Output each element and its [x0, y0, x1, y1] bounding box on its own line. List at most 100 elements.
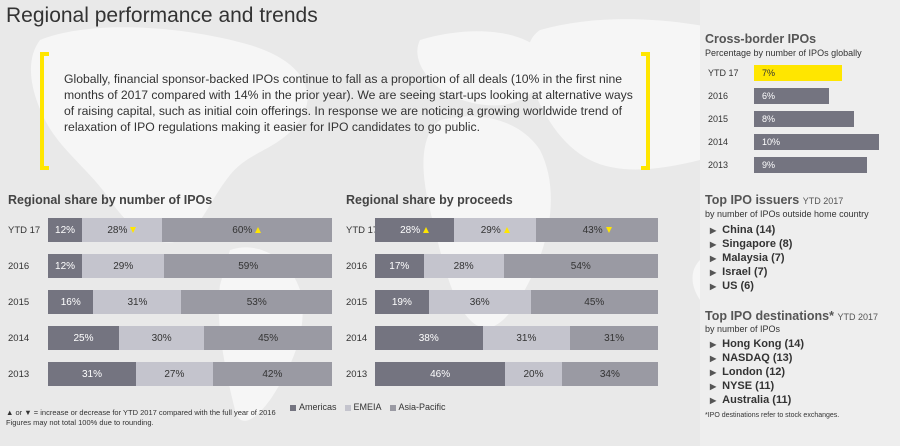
bar-segment-emeia-2016: 29% [82, 254, 165, 278]
top-destinations-list: Hong Kong (14) NASDAQ (13) London (12) N… [710, 337, 804, 407]
bar-row-ytd-17: 12% 28% 60% [48, 218, 332, 242]
bar-row-2013: 46% 20% 34% [375, 362, 658, 386]
data-label: 9% [762, 160, 776, 170]
legend-swatch-americas [290, 404, 296, 411]
bar-segment-emeia-2014: 31% [482, 326, 571, 350]
legend-label-emeia: EMEIA [353, 402, 382, 412]
bar-row-2013: 31% 27% 42% [48, 362, 332, 386]
data-label: 28% [400, 224, 421, 236]
bar-segment-emeia-2016: 28% [423, 254, 504, 278]
data-label: 8% [762, 114, 776, 124]
data-label: 46% [430, 368, 451, 380]
data-label: 17% [389, 260, 410, 272]
legend-swatch-asia-pacific [389, 404, 396, 411]
bar-segment-emeia-2015: 36% [428, 290, 531, 314]
bar-row-2014: 38% 31% 31% [375, 326, 658, 350]
bar-segment-americas-2016: 12% [48, 254, 83, 278]
top-destinations-title: Top IPO destinations* YTD 2017 [705, 309, 878, 323]
top-issuers-title-text: Top IPO issuers [705, 193, 800, 207]
cross-border-bar-2013: 9% [754, 157, 867, 173]
bar-segment-asia-pacific-2016: 54% [503, 254, 658, 278]
cross-border-category-2014: 2014 [708, 137, 729, 147]
bar-segment-asia-pacific-ytd-17: 43% [536, 218, 658, 242]
decrease-arrow-icon [605, 227, 612, 233]
bar-row-2014: 25% 30% 45% [48, 326, 332, 350]
bar-segment-americas-2015: 16% [48, 290, 94, 314]
data-label: 45% [584, 296, 605, 308]
chart-legend: Americas EMEIA Asia-Pacific [290, 402, 446, 412]
chart-title-proceeds: Regional share by proceeds [346, 193, 513, 207]
legend-label-asia-pacific: Asia-Pacific [398, 402, 446, 412]
data-label: 60% [232, 224, 253, 236]
decrease-arrow-icon [130, 227, 137, 233]
data-label: 29% [113, 260, 134, 272]
increase-arrow-icon [423, 227, 430, 233]
list-item: NYSE (11) [710, 379, 804, 393]
data-label: 16% [60, 296, 81, 308]
bar-segment-americas-ytd-17: 28% [375, 218, 455, 242]
increase-arrow-icon [503, 227, 510, 233]
list-item: China (14) [710, 223, 792, 237]
list-item: Singapore (8) [710, 237, 792, 251]
cross-border-subtitle: Percentage by number of IPOs globally [705, 48, 862, 58]
data-label: 42% [262, 368, 283, 380]
cross-border-bar-2014: 10% [754, 134, 880, 150]
category-label-2013: 2013 [346, 369, 368, 380]
bar-segment-americas-2013: 31% [48, 362, 137, 386]
bar-segment-asia-pacific-2015: 45% [530, 290, 658, 314]
legend-label-americas: Americas [299, 402, 337, 412]
footnote-rounding: Figures may not total 100% due to roundi… [6, 418, 154, 427]
list-item: US (6) [710, 279, 792, 293]
category-label-2015: 2015 [8, 297, 30, 308]
cross-border-category-2015: 2015 [708, 114, 729, 124]
bar-row-2016: 12% 29% 59% [48, 254, 332, 278]
bar-segment-asia-pacific-2014: 45% [204, 326, 332, 350]
data-label: 34% [599, 368, 620, 380]
data-label: 28% [453, 260, 474, 272]
data-label: 19% [391, 296, 412, 308]
bar-segment-emeia-ytd-17: 29% [454, 218, 537, 242]
data-label: 45% [258, 332, 279, 344]
top-destinations-title-text: Top IPO destinations* [705, 309, 834, 323]
legend-item-asia-pacific: Asia-Pacific [389, 402, 446, 412]
page-title: Regional performance and trends [6, 4, 318, 27]
sidebar-panel: Cross-border IPOs Percentage by number o… [700, 0, 900, 446]
quote-bracket-right [641, 52, 650, 170]
data-label: 31% [604, 332, 625, 344]
bar-segment-asia-pacific-2013: 42% [212, 362, 332, 386]
category-label-2016: 2016 [8, 261, 30, 272]
bar-row-2015: 16% 31% 53% [48, 290, 332, 314]
quote-bracket-left [40, 52, 49, 170]
bar-segment-americas-2014: 25% [48, 326, 119, 350]
destinations-footnote: *IPO destinations refer to stock exchang… [705, 412, 840, 419]
data-label: 28% [107, 224, 128, 236]
bar-segment-asia-pacific-2015: 53% [181, 290, 332, 314]
category-label-2015: 2015 [346, 297, 368, 308]
data-label: 36% [469, 296, 490, 308]
top-destinations-period: YTD 2017 [837, 312, 878, 322]
top-destinations-subtitle: by number of IPOs [705, 324, 781, 334]
quote-box: Globally, financial sponsor-backed IPOs … [40, 52, 650, 170]
bar-segment-americas-2014: 38% [375, 326, 483, 350]
data-label: 20% [523, 368, 544, 380]
category-label-ytd-17: YTD 17 [8, 225, 41, 236]
top-issuers-list: China (14) Singapore (8) Malaysia (7) Is… [710, 223, 792, 293]
data-label: 31% [516, 332, 537, 344]
data-label: 7% [762, 68, 776, 78]
bar-segment-emeia-2013: 20% [505, 362, 562, 386]
data-label: 12% [55, 224, 76, 236]
quote-text: Globally, financial sponsor-backed IPOs … [64, 72, 633, 134]
data-label: 38% [418, 332, 439, 344]
legend-item-americas: Americas [290, 402, 337, 412]
bar-row-2015: 19% 36% 45% [375, 290, 658, 314]
data-label: 27% [164, 368, 185, 380]
category-label-ytd-17: YTD 17 [346, 225, 379, 236]
cross-border-bar-ytd-17: 7% [754, 65, 842, 81]
legend-swatch-emeia [344, 404, 351, 411]
data-label: 31% [127, 296, 148, 308]
bar-segment-emeia-ytd-17: 28% [82, 218, 162, 242]
data-label: 31% [82, 368, 103, 380]
bar-segment-emeia-2015: 31% [93, 290, 182, 314]
cross-border-category-ytd-17: YTD 17 [708, 68, 739, 78]
bar-segment-americas-2016: 17% [375, 254, 424, 278]
